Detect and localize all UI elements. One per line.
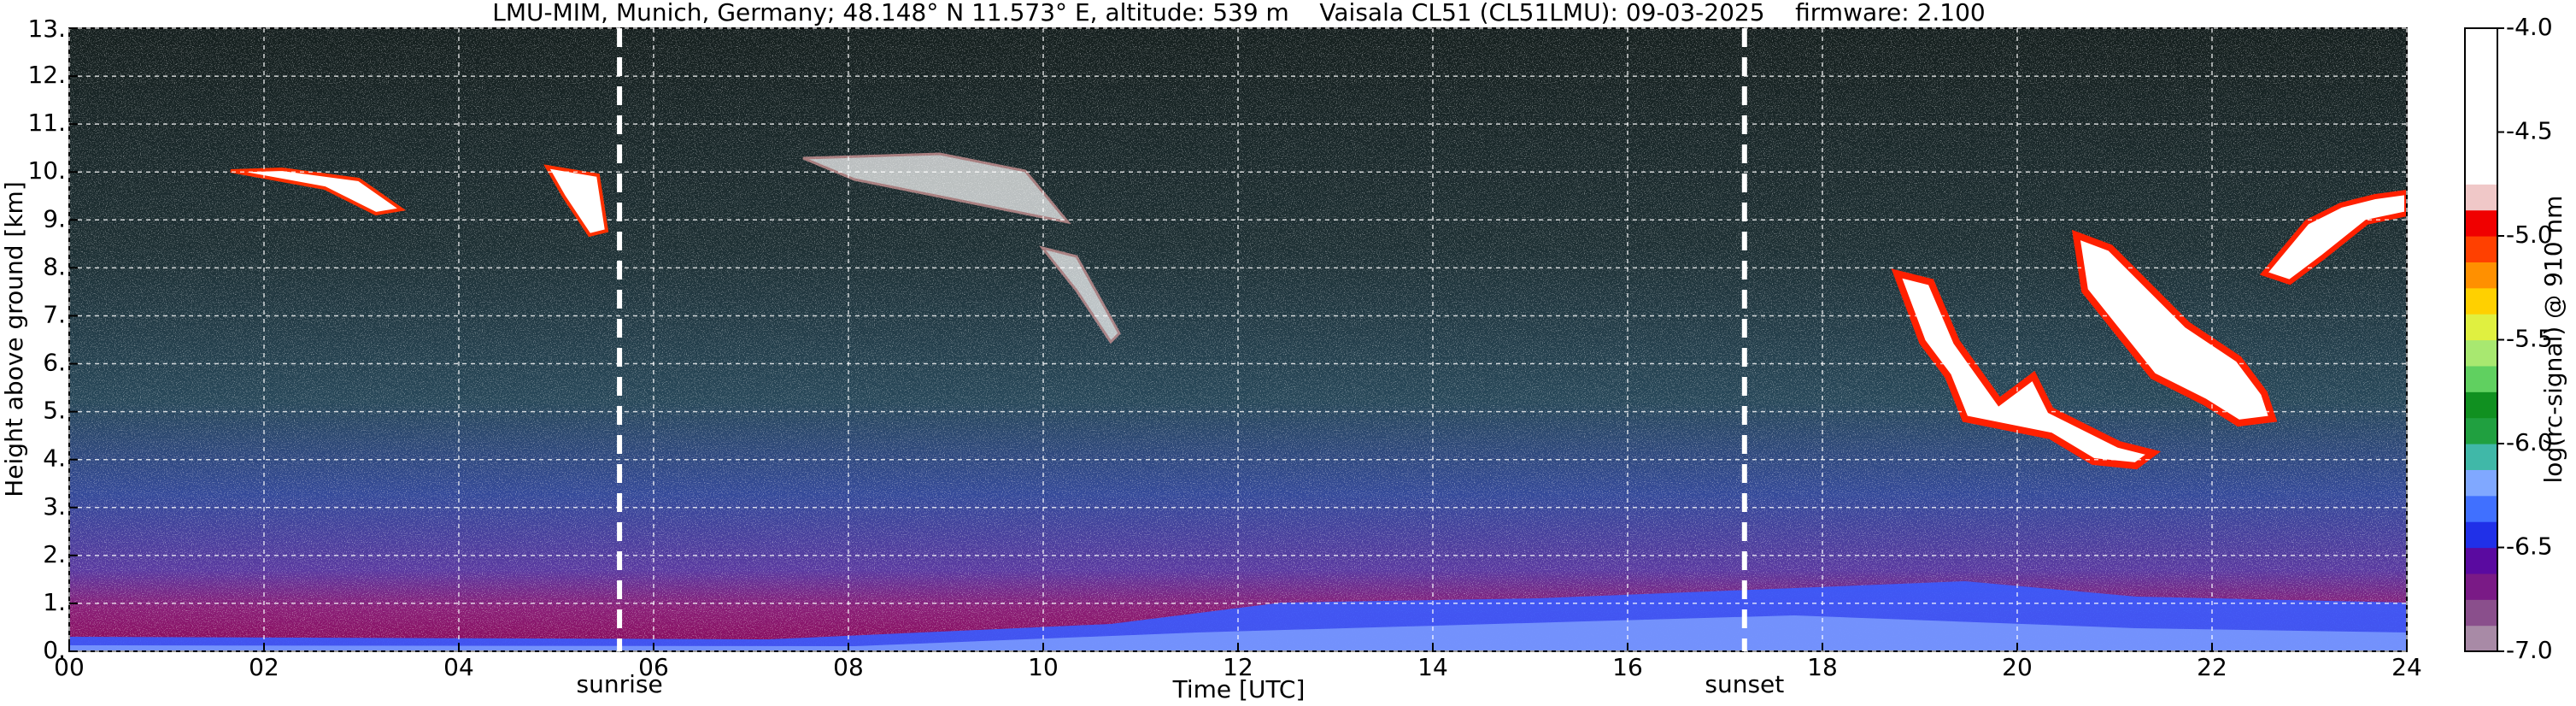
cloud <box>802 152 1071 225</box>
colorbar-segment <box>2465 599 2497 627</box>
y-tick-label: 10. <box>27 156 66 185</box>
colorbar-segment <box>2465 469 2497 497</box>
colorbar-segment <box>2465 132 2497 159</box>
x-tick-label: 22 <box>2197 653 2227 681</box>
colorbar-segment <box>2465 236 2497 262</box>
colorbar-segment <box>2465 417 2497 444</box>
x-tick-label: 02 <box>249 653 279 681</box>
y-tick-label: 2. <box>43 540 66 568</box>
colorbar-segment <box>2465 547 2497 574</box>
y-tick-label: 11. <box>27 109 66 137</box>
x-tick-label: 24 <box>2391 653 2422 681</box>
y-tick-label: 5. <box>43 397 66 425</box>
colorbar-label: log(rc-signal) @ 910 nm <box>2539 196 2567 484</box>
y-tick-label: 3. <box>43 492 66 521</box>
y-tick-label: 9. <box>43 204 66 232</box>
x-tick-label: 10 <box>1028 653 1059 681</box>
x-tick-label: 20 <box>2002 653 2033 681</box>
colorbar-segment <box>2465 79 2497 107</box>
y-axis-label: Height above ground [km] <box>0 181 28 497</box>
colorbar-segment <box>2465 625 2497 652</box>
x-tick-label: 18 <box>1807 653 1838 681</box>
colorbar-segment <box>2465 209 2497 237</box>
x-tick-label: 06 <box>638 653 669 681</box>
colorbar-segment <box>2465 495 2497 522</box>
y-tick-label: 1. <box>43 588 66 616</box>
x-tick-label: 14 <box>1417 653 1448 681</box>
colorbar-segment <box>2465 339 2497 367</box>
y-tick-label: 8. <box>43 252 66 280</box>
colorbar-tick-label: -4.0 <box>2506 13 2553 41</box>
x-tick-label: 00 <box>54 653 85 681</box>
colorbar-segment <box>2465 521 2497 549</box>
colorbar-segment <box>2465 314 2497 341</box>
colorbar-tick-label: -4.5 <box>2506 117 2553 145</box>
y-tick-label: 12. <box>27 61 66 89</box>
annotation-label: sunrise <box>577 670 663 698</box>
y-tick-label: 7. <box>43 300 66 328</box>
colorbar-segment <box>2465 106 2497 133</box>
cloud <box>2072 229 2278 427</box>
y-tick-label: 13. <box>27 15 66 43</box>
x-axis-label: Time [UTC] <box>1172 675 1306 703</box>
colorbar-segment <box>2465 287 2497 315</box>
cloud <box>1039 245 1121 344</box>
colorbar-segment <box>2465 54 2497 81</box>
colorbar-tick-label: -5.5 <box>2506 325 2553 353</box>
colorbar-tick-label: -6.5 <box>2506 532 2553 561</box>
y-tick-label: 4. <box>43 444 66 473</box>
colorbar-tick-label: -5.0 <box>2506 221 2553 249</box>
x-tick-label: 08 <box>833 653 864 681</box>
cloud <box>1891 268 2162 470</box>
cloud <box>230 167 407 216</box>
colorbar-tick-label: -6.0 <box>2506 428 2553 456</box>
colorbar-segment <box>2465 157 2497 185</box>
x-tick-label: 12 <box>1223 653 1253 681</box>
colorbar-segment <box>2465 391 2497 419</box>
x-tick-label: 04 <box>443 653 474 681</box>
colorbar-segment <box>2465 444 2497 470</box>
x-tick-label: 16 <box>1612 653 1643 681</box>
colorbar-tick-label: -7.0 <box>2506 636 2553 664</box>
y-tick-label: 6. <box>43 349 66 377</box>
colorbar-segment <box>2465 28 2497 55</box>
boundary-layer-core <box>69 615 2407 651</box>
colorbar-segment <box>2465 184 2497 211</box>
colorbar-segment <box>2465 262 2497 289</box>
colorbar-segment <box>2465 573 2497 600</box>
chart-title: LMU-MIM, Munich, Germany; 48.148° N 11.5… <box>492 0 1986 26</box>
colorbar-segment <box>2465 365 2497 392</box>
y-tick-label: 0. <box>43 636 66 664</box>
cloud <box>543 164 609 238</box>
annotation-label: sunset <box>1705 670 1784 698</box>
cloud <box>2259 189 2407 285</box>
